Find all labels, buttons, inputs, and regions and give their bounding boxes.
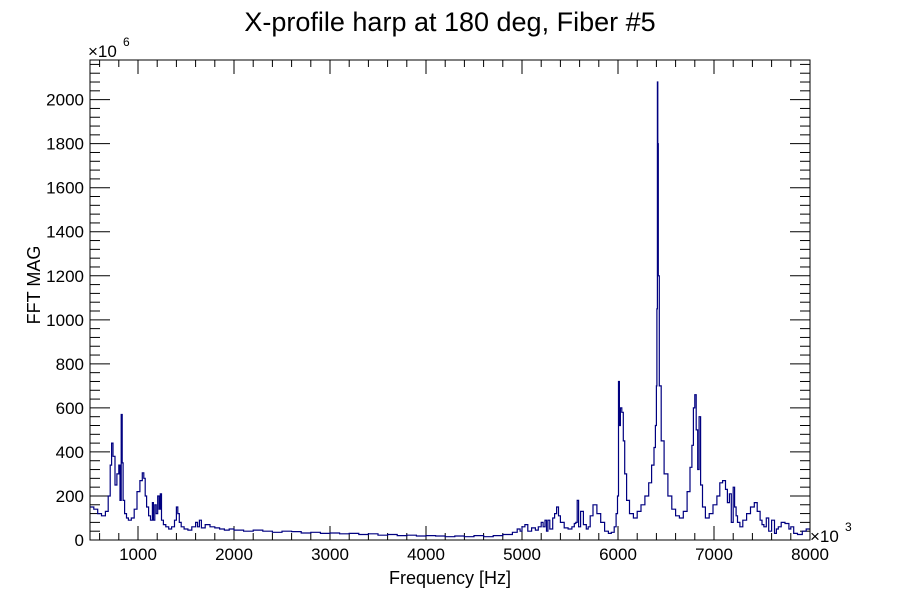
- x-tick-label: 6000: [599, 545, 637, 564]
- y-tick-label: 1200: [46, 267, 84, 286]
- y-tick-label: 0: [75, 531, 84, 550]
- y-tick-label: 2000: [46, 91, 84, 110]
- y-multiplier-exp: 6: [123, 35, 130, 49]
- x-tick-label: 8000: [791, 545, 829, 564]
- x-axis-label: Frequency [Hz]: [389, 568, 511, 588]
- series-line-0: [90, 81, 810, 538]
- y-axis-label: FFT MAG: [24, 246, 44, 325]
- x-tick-label: 5000: [503, 545, 541, 564]
- y-tick-label: 1400: [46, 223, 84, 242]
- axis-ticks: [90, 60, 811, 541]
- x-tick-label: 4000: [407, 545, 445, 564]
- x-tick-label: 2000: [215, 545, 253, 564]
- y-tick-label: 600: [56, 399, 84, 418]
- y-tick-label: 1600: [46, 179, 84, 198]
- x-tick-label: 1000: [119, 545, 157, 564]
- y-multiplier: ×10 6: [88, 35, 130, 61]
- x-multiplier-base: ×10: [810, 527, 839, 546]
- y-tick-label: 800: [56, 355, 84, 374]
- data-series-group: [90, 81, 810, 538]
- x-tick-label: 7000: [695, 545, 733, 564]
- x-tick-label: 3000: [311, 545, 349, 564]
- y-tick-label: 200: [56, 487, 84, 506]
- tick-labels: 1000 2000 3000 4000 5000 6000 7000 8000 0 200 400 6…: [46, 91, 829, 564]
- y-tick-label: 400: [56, 443, 84, 462]
- x-multiplier-exp: 3: [845, 520, 852, 534]
- x-multiplier: ×10 3: [810, 520, 852, 546]
- y-tick-label: 1000: [46, 311, 84, 330]
- plot-frame: [89, 59, 811, 541]
- y-tick-label: 1800: [46, 135, 84, 154]
- y-multiplier-base: ×10: [88, 42, 117, 61]
- chart-title: X-profile harp at 180 deg, Fiber #5: [244, 7, 655, 37]
